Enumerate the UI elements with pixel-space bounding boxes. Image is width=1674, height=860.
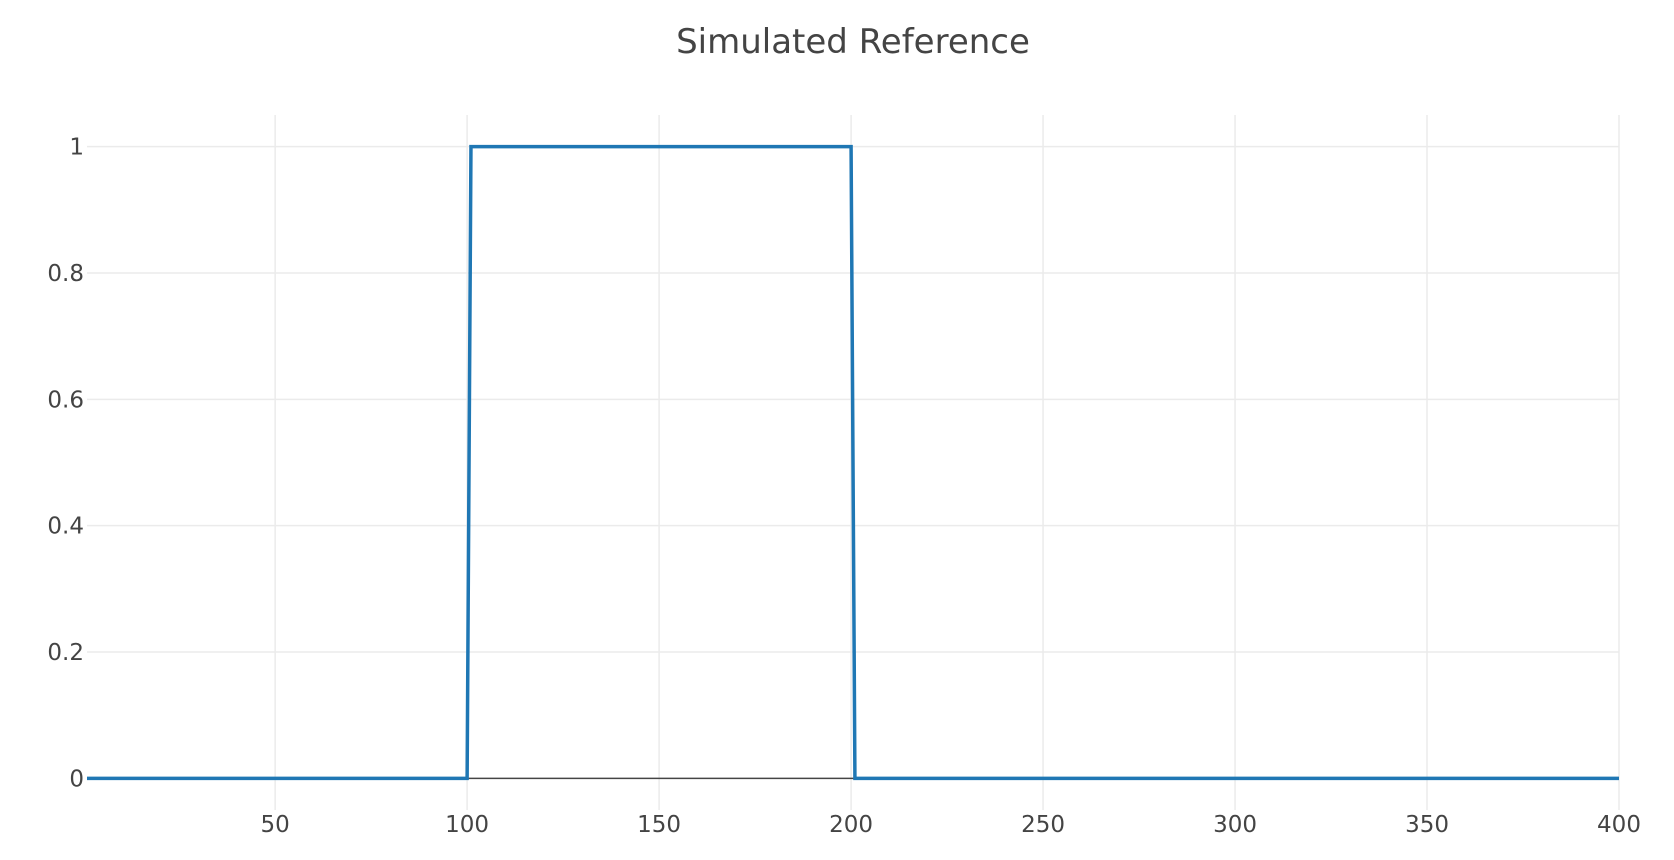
chart-title: Simulated Reference xyxy=(676,22,1030,62)
y-tick-label: 0.8 xyxy=(47,261,84,287)
y-tick-label: 0.4 xyxy=(47,514,84,540)
series-layer xyxy=(87,144,1619,781)
x-tick-label: 400 xyxy=(1597,812,1641,838)
y-tick-label: 0 xyxy=(69,766,84,792)
x-tick-label: 50 xyxy=(260,812,289,838)
x-tick-label: 200 xyxy=(829,812,873,838)
x-gridlines xyxy=(274,115,1620,810)
y-tick-label: 1 xyxy=(69,135,84,161)
x-tick-label: 350 xyxy=(1405,812,1449,838)
y-tick-label: 0.2 xyxy=(47,640,84,666)
x-tick-label: 100 xyxy=(445,812,489,838)
x-tick-label: 300 xyxy=(1213,812,1257,838)
y-tick-label: 0.6 xyxy=(47,387,84,413)
x-tick-label: 150 xyxy=(637,812,681,838)
x-tick-label: 250 xyxy=(1021,812,1065,838)
series-line xyxy=(87,144,1619,781)
x-axis-tick-labels: 50 100 150 200 250 300 350 400 xyxy=(260,812,1640,838)
y-axis-tick-labels: 0 0.2 0.4 0.6 0.8 1 xyxy=(47,135,84,793)
